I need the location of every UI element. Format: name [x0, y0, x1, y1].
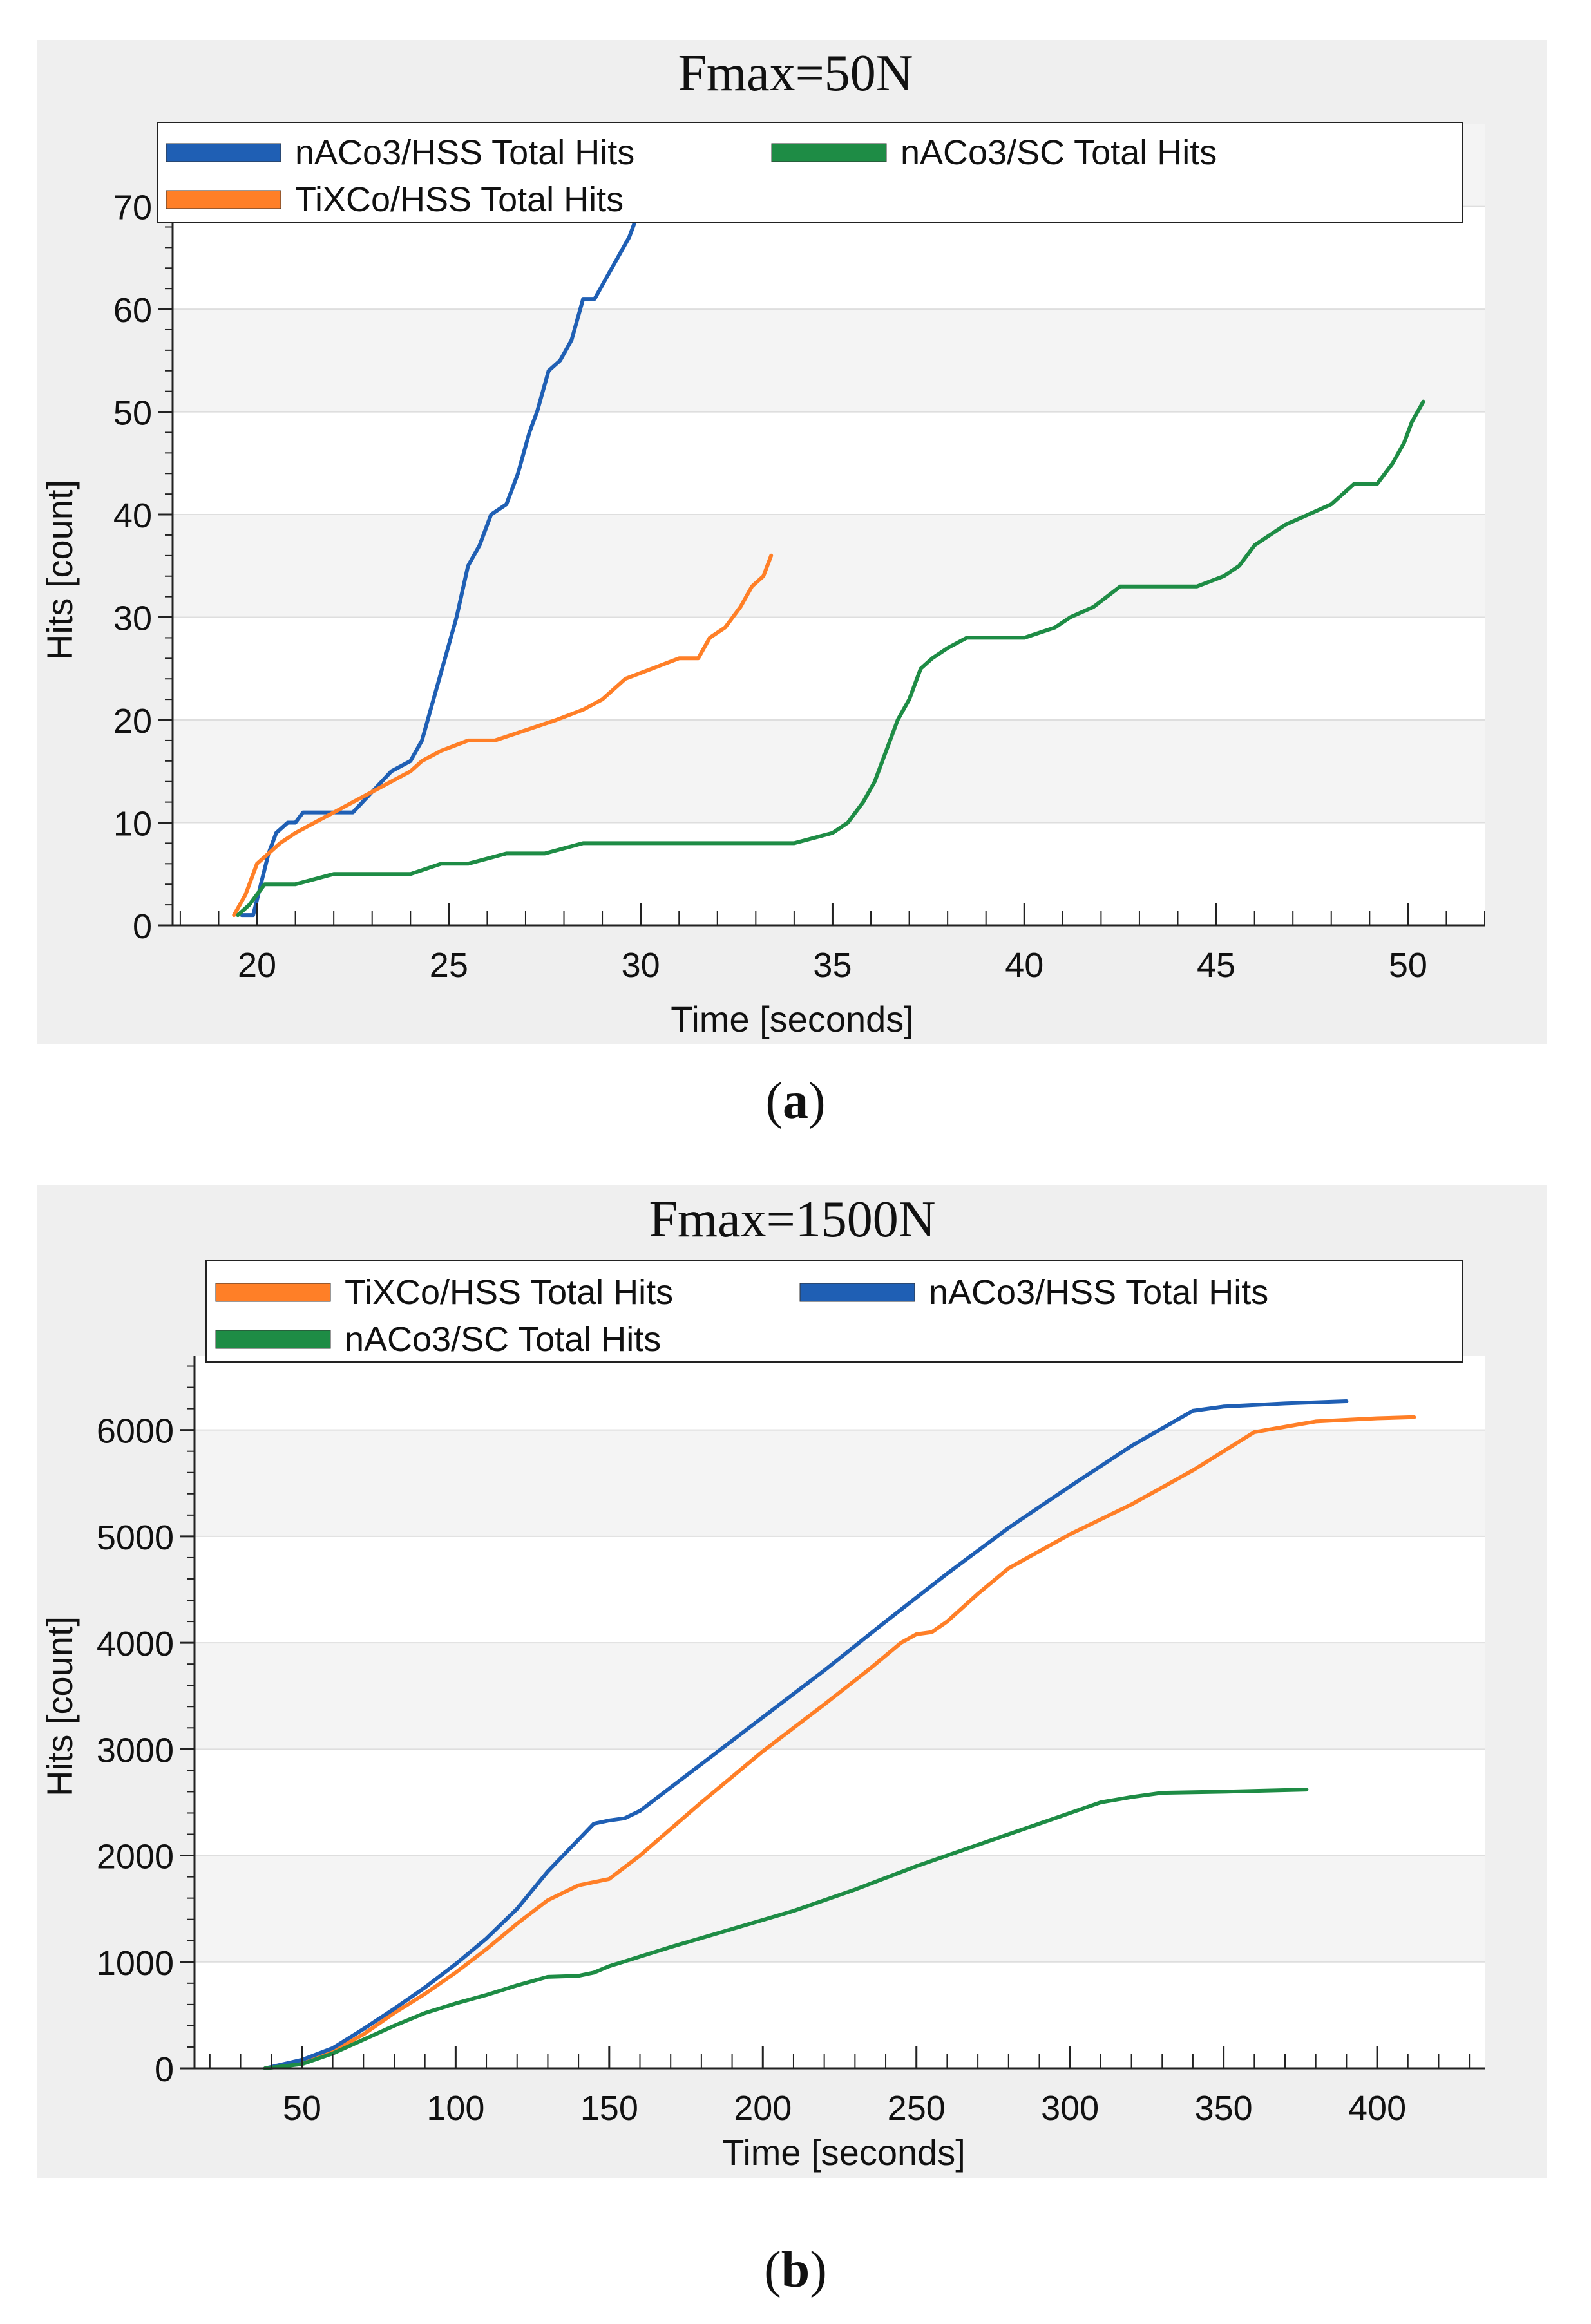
chart-a-legend: nACo3/HSS Total Hits nACo3/SC Total Hits T…	[157, 122, 1463, 223]
chart-a-x-axis-label: Time [seconds]	[671, 999, 914, 1039]
y-tick-label: 0	[155, 2050, 174, 2089]
chart-b-legend: TiXCo/HSS Total Hits nACo3/HSS Total Hits…	[205, 1260, 1463, 1363]
x-tick-label: 20	[238, 946, 276, 985]
y-tick-label: 20	[113, 702, 152, 741]
y-tick-label: 3000	[97, 1731, 174, 1770]
chart-b-y-axis-label: Hits [count]	[39, 1616, 80, 1797]
legend-label-2: nACo3/SC Total Hits	[345, 1320, 661, 1359]
x-tick-label: 200	[734, 2089, 792, 2128]
plot-band	[173, 309, 1485, 412]
figure-caption-a: (a)	[765, 1073, 826, 1129]
y-tick-label: 0	[133, 907, 152, 946]
y-tick-label: 10	[113, 805, 152, 844]
y-tick-label: 40	[113, 496, 152, 535]
legend-swatch-0	[166, 143, 281, 162]
plot-band	[195, 1430, 1485, 1536]
legend-box	[205, 1260, 1463, 1363]
series-line-1	[263, 1399, 1349, 2070]
x-tick-label: 50	[1389, 946, 1427, 985]
y-tick-label: 70	[113, 189, 152, 227]
chart-b-x-axis-label: Time [seconds]	[722, 2132, 966, 2173]
x-tick-label: 25	[430, 946, 468, 985]
figure-caption-b: (b)	[764, 2242, 827, 2298]
x-tick-label: 300	[1041, 2089, 1099, 2128]
legend-swatch-1	[771, 143, 887, 162]
chart-a-y-axis-label: Hits [count]	[39, 480, 80, 660]
legend-label-0: TiXCo/HSS Total Hits	[345, 1273, 673, 1312]
series-line-2	[263, 1788, 1309, 2070]
x-tick-label: 150	[580, 2089, 638, 2128]
chart-b-plot-area: 0 1000 2000 3000 4000 5000 6000 50 100 150 200 250 3…	[97, 1356, 1485, 2128]
legend-label-1: nACo3/HSS Total Hits	[929, 1273, 1268, 1312]
x-tick-label: 400	[1348, 2089, 1406, 2128]
legend-swatch-2	[215, 1330, 331, 1349]
x-tick-label: 350	[1195, 2089, 1253, 2128]
chart-panel-a: Fmax=50N 0 10 20 30 40 50 60 70 20 25 30 35 40 45 50 n…	[37, 40, 1547, 1044]
y-tick-label: 5000	[97, 1518, 174, 1557]
legend-swatch-1	[799, 1283, 915, 1302]
x-tick-label: 35	[813, 946, 852, 985]
y-tick-label: 50	[113, 394, 152, 433]
legend-label-1: nACo3/SC Total Hits	[900, 133, 1217, 172]
legend-label-0: nACo3/HSS Total Hits	[295, 133, 634, 172]
x-tick-label: 250	[888, 2089, 946, 2128]
caption-b-letter: b	[781, 2242, 810, 2298]
caption-a-letter: a	[783, 1073, 808, 1129]
legend-box	[157, 122, 1463, 223]
y-tick-label: 60	[113, 291, 152, 330]
series-line-0	[263, 1415, 1416, 2070]
chart-b-title: Fmax=1500N	[649, 1191, 935, 1248]
y-tick-label: 1000	[97, 1944, 174, 1983]
plot-band	[173, 720, 1485, 823]
chart-panel-b: Fmax=1500N 0 1000 2000 3000 4000 5000 6000 50 10…	[37, 1185, 1547, 2178]
chart-a-title: Fmax=50N	[678, 45, 913, 102]
x-tick-label: 50	[283, 2089, 321, 2128]
x-tick-label: 40	[1005, 946, 1043, 985]
y-tick-label: 6000	[97, 1412, 174, 1451]
plot-band	[195, 1855, 1485, 1962]
chart-a-plot-area: 0 10 20 30 40 50 60 70 20 25 30 35 40 45 50	[113, 124, 1485, 985]
y-tick-label: 4000	[97, 1625, 174, 1663]
y-tick-label: 30	[113, 600, 152, 638]
series-line-1	[232, 553, 774, 918]
legend-swatch-0	[215, 1283, 331, 1302]
y-tick-label: 2000	[97, 1838, 174, 1876]
x-tick-label: 30	[622, 946, 660, 985]
series-line-0	[240, 184, 678, 918]
x-tick-label: 45	[1197, 946, 1235, 985]
legend-swatch-2	[166, 190, 281, 209]
plot-band	[173, 515, 1485, 618]
legend-label-2: TiXCo/HSS Total Hits	[295, 180, 624, 219]
series-line-2	[236, 399, 1425, 918]
x-tick-label: 100	[426, 2089, 484, 2128]
